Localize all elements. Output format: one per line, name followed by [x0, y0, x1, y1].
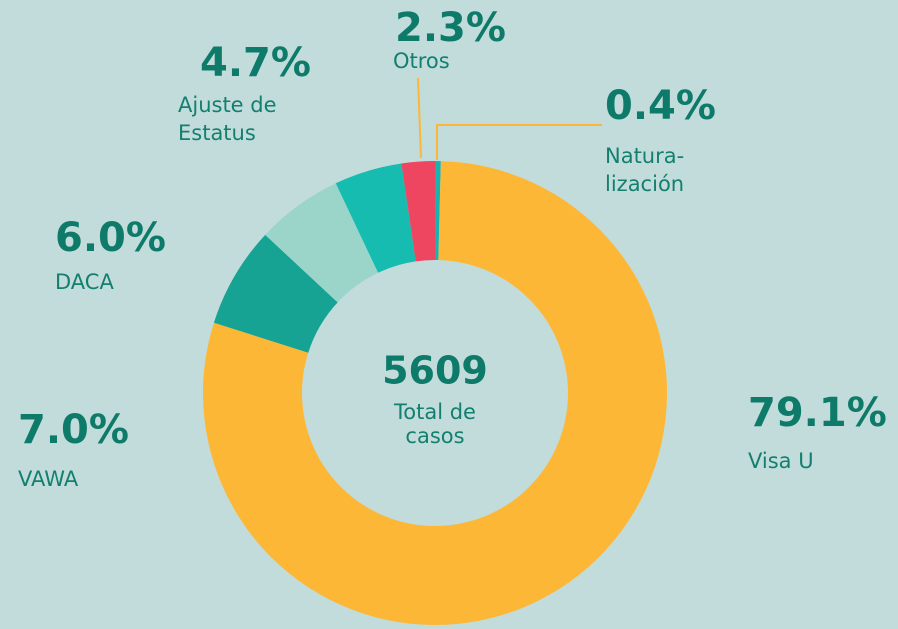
donut-segment — [202, 161, 668, 625]
percent-label: 0.4% — [605, 83, 716, 129]
donut-segment — [213, 234, 338, 353]
legend-label: Visa U — [748, 449, 814, 473]
donut-segment — [435, 161, 441, 261]
percent-label: 79.1% — [748, 390, 887, 436]
center-total: 5609 — [382, 349, 488, 393]
legend-label: Ajuste de — [178, 93, 277, 117]
legend-label: VAWA — [18, 467, 79, 491]
legend-label: lización — [605, 172, 684, 196]
leader-line — [436, 124, 602, 160]
center-label: casos — [405, 424, 464, 448]
leader-line — [417, 77, 422, 159]
donut-segment — [265, 183, 379, 303]
percent-label: 7.0% — [18, 407, 129, 453]
donut-segment — [401, 161, 435, 262]
percent-label: 2.3% — [395, 5, 506, 51]
legend-label: Otros — [393, 49, 450, 73]
center-label: Total de — [393, 400, 476, 424]
percent-label: 6.0% — [55, 215, 166, 261]
legend-label: Estatus — [178, 121, 256, 145]
legend-label: DACA — [55, 270, 114, 294]
percent-label: 4.7% — [200, 40, 311, 86]
donut-segment — [335, 163, 416, 273]
legend-label: Natura- — [605, 144, 684, 168]
